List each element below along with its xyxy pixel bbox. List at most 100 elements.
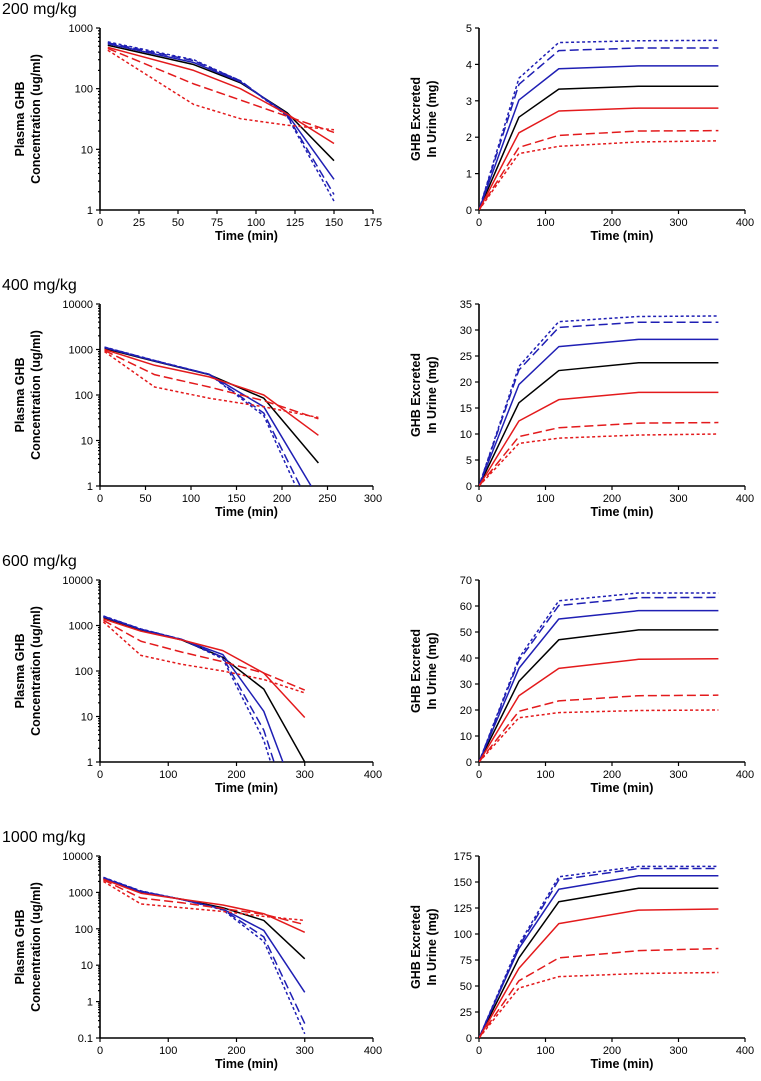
y-tick-label: 175: [454, 851, 472, 863]
y-tick-label: 15: [460, 403, 472, 415]
y-tick-label: 100: [75, 84, 93, 96]
series-dotted-blue: [479, 315, 719, 486]
y-tick-label: 10: [460, 429, 472, 441]
series-dashed-red: [104, 349, 319, 420]
y-tick-label: 0: [466, 1033, 472, 1045]
x-tick-label: 200: [603, 1045, 621, 1057]
y-axis-label-line-2: In Urine (mg): [425, 632, 439, 709]
y-tick-label: 5: [466, 23, 472, 35]
series-dotted-blue: [103, 615, 272, 762]
x-tick-label: 300: [669, 1045, 687, 1057]
series-dotted-blue: [107, 41, 335, 202]
series-solid-black: [479, 85, 719, 210]
y-axis-label-line-2: In Urine (mg): [425, 908, 439, 985]
y-axis-label-line-1: Plasma GHB: [13, 633, 27, 708]
series-dotted-red: [479, 140, 719, 210]
x-tick-label: 300: [296, 769, 314, 781]
series-dashed-red: [103, 879, 305, 926]
y-axis-label-line-2: In Urine (mg): [425, 80, 439, 157]
y-tick-label: 150: [454, 877, 472, 889]
x-tick-label: 100: [159, 769, 177, 781]
series-solid-blue: [479, 338, 719, 486]
x-tick-label: 200: [603, 493, 621, 505]
series-solid-red: [479, 107, 719, 210]
y-tick-label: 10: [460, 731, 472, 743]
y-axis-label-line-2: Concentration (ug/ml): [29, 330, 43, 460]
x-tick-label: 0: [97, 217, 103, 229]
y-tick-label: 75: [460, 955, 472, 967]
x-tick-label: 0: [476, 769, 482, 781]
series-solid-black: [479, 362, 719, 486]
y-tick-label: 10: [81, 712, 93, 724]
chart-plasma-3: 0 100 200 300 400 0.1 1 10 100 1000 10000 Time (min…: [13, 851, 382, 1071]
y-tick-label: 10: [81, 144, 93, 156]
y-tick-label: 1: [466, 169, 472, 181]
x-tick-label: 125: [286, 217, 304, 229]
series-dotted-blue: [479, 865, 719, 1038]
y-tick-label: 100: [75, 666, 93, 678]
x-tick-label: 200: [273, 493, 291, 505]
series-solid-red: [479, 658, 719, 762]
series-dotted-red: [479, 433, 719, 486]
series-solid-red: [479, 391, 719, 486]
y-tick-label: 1: [87, 205, 93, 217]
y-tick-label: 125: [454, 903, 472, 915]
dose-label-600: 600 mg/kg: [2, 553, 77, 570]
y-tick-label: 1: [87, 997, 93, 1009]
y-axis-label-line-2: Concentration (ug/ml): [29, 54, 43, 184]
x-tick-label: 0: [97, 1045, 103, 1057]
x-tick-label: 300: [364, 493, 382, 505]
series-dotted-red: [479, 971, 719, 1038]
x-tick-label: 200: [227, 769, 245, 781]
series-dotted-red: [479, 709, 719, 762]
series-dashed-red: [479, 694, 719, 762]
series-dashed-red: [479, 129, 719, 210]
y-tick-label: 50: [460, 627, 472, 639]
x-tick-label: 50: [172, 217, 184, 229]
x-tick-label: 200: [603, 769, 621, 781]
x-tick-label: 175: [364, 217, 382, 229]
y-axis-label-line-2: Concentration (ug/ml): [29, 882, 43, 1012]
series-dotted-blue: [479, 592, 719, 762]
series-solid-red: [479, 908, 719, 1038]
y-tick-label: 0: [466, 481, 472, 493]
chart-urine-2: 0 100 200 300 400 0 10 20 30 40 50 60 70 Time (min) GH…: [409, 575, 754, 795]
y-axis-label-line-1: GHB Excreted: [409, 77, 423, 161]
x-tick-label: 150: [325, 217, 343, 229]
y-tick-label: 30: [460, 325, 472, 337]
series-solid-blue: [479, 65, 719, 210]
x-tick-label: 400: [364, 1045, 382, 1057]
chart-urine-0: 0 100 200 300 400 0 1 2 3 4 5 Time (min) GHB Excrete…: [409, 23, 754, 243]
x-tick-label: 0: [97, 769, 103, 781]
y-tick-label: 5: [466, 455, 472, 467]
series-solid-blue: [103, 616, 284, 762]
y-tick-label: 10000: [62, 299, 93, 311]
y-axis-label-line-1: GHB Excreted: [409, 905, 423, 989]
series-dotted-blue: [103, 876, 306, 1035]
x-axis-label: Time (min): [215, 781, 278, 795]
series-dashed-blue: [479, 867, 719, 1038]
dose-label-1000: 1000 mg/kg: [2, 829, 86, 846]
series-dashed-red: [107, 47, 335, 134]
x-tick-label: 300: [296, 1045, 314, 1057]
x-tick-label: 25: [133, 217, 145, 229]
y-axis-label-line-1: Plasma GHB: [13, 357, 27, 432]
x-tick-label: 0: [97, 493, 103, 505]
y-tick-label: 10: [81, 436, 93, 448]
x-tick-label: 100: [536, 217, 554, 229]
x-tick-label: 400: [736, 217, 754, 229]
series-dotted-blue: [479, 39, 719, 210]
x-tick-label: 300: [669, 493, 687, 505]
y-axis-label-line-2: In Urine (mg): [425, 356, 439, 433]
series-solid-blue: [479, 609, 719, 762]
x-axis-label: Time (min): [591, 229, 654, 243]
x-tick-label: 200: [227, 1045, 245, 1057]
series-dashed-blue: [479, 596, 719, 762]
x-axis-label: Time (min): [591, 505, 654, 519]
y-tick-label: 40: [460, 653, 472, 665]
series-dotted-red: [102, 621, 305, 694]
y-tick-label: 100: [75, 924, 93, 936]
series-dotted-red: [103, 880, 305, 922]
dose-label-400: 400 mg/kg: [2, 277, 77, 294]
x-tick-label: 100: [536, 493, 554, 505]
